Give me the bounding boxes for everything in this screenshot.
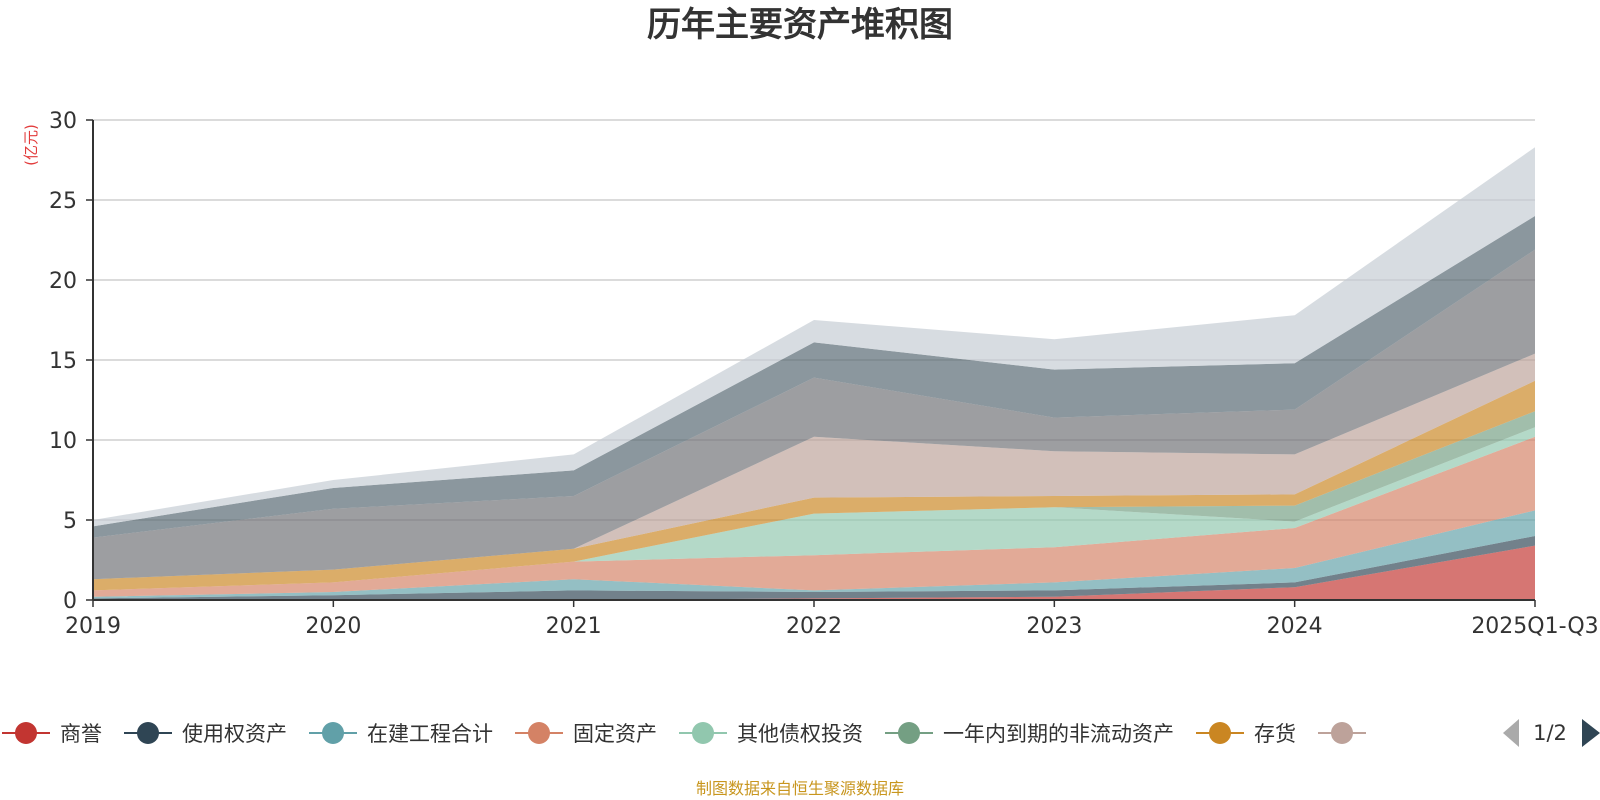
legend-label: 其他债权投资 bbox=[737, 722, 863, 746]
area-series-系列11[interactable] bbox=[93, 147, 1535, 527]
legend-page-indicator: 1/2 bbox=[1533, 721, 1567, 745]
legend-label: 存货 bbox=[1254, 722, 1296, 746]
legend-prev-page-icon[interactable] bbox=[1503, 719, 1519, 747]
legend-item[interactable]: 存货 bbox=[1196, 722, 1296, 746]
y-tick-label: 0 bbox=[63, 589, 77, 614]
area-series-在建工程合计[interactable] bbox=[93, 510, 1535, 599]
legend-label: 在建工程合计 bbox=[367, 722, 493, 746]
y-tick-label: 25 bbox=[49, 189, 77, 214]
data-source-note: 制图数据来自恒生聚源数据库 bbox=[696, 779, 904, 798]
y-tick-label: 30 bbox=[49, 109, 77, 134]
legend-marker-icon bbox=[15, 722, 37, 744]
x-tick-label: 2021 bbox=[546, 614, 602, 639]
x-tick-label: 2023 bbox=[1026, 614, 1082, 639]
y-tick-label: 10 bbox=[49, 429, 77, 454]
legend-item[interactable]: 其他债权投资 bbox=[679, 722, 863, 746]
area-series-商誉[interactable] bbox=[93, 545, 1535, 600]
legend-label: 一年内到期的非流动资产 bbox=[943, 722, 1174, 746]
y-tick-label: 20 bbox=[49, 269, 77, 294]
legend-item[interactable]: 一年内到期的非流动资产 bbox=[885, 722, 1174, 746]
x-tick-label: 2022 bbox=[786, 614, 842, 639]
legend-marker-icon bbox=[1209, 722, 1231, 744]
y-tick-label: 5 bbox=[63, 509, 77, 534]
legend[interactable]: 商誉 使用权资产 在建工程合计 固定资产 其他债权投资 一年内到期的非流动资产 存货 bbox=[2, 722, 1366, 746]
legend-marker-icon bbox=[322, 722, 344, 744]
chart-title: 历年主要资产堆积图 bbox=[647, 5, 953, 45]
legend-item-partial[interactable] bbox=[1318, 722, 1366, 744]
legend-item[interactable]: 商誉 bbox=[2, 722, 102, 746]
legend-item[interactable]: 在建工程合计 bbox=[309, 722, 493, 746]
x-tick-label: 2019 bbox=[65, 614, 121, 639]
legend-marker-icon bbox=[692, 722, 714, 744]
x-tick-label: 2024 bbox=[1267, 614, 1323, 639]
legend-item[interactable]: 固定资产 bbox=[515, 722, 657, 746]
area-series-group bbox=[93, 147, 1535, 600]
area-series-固定资产[interactable] bbox=[93, 436, 1535, 597]
legend-marker-icon bbox=[528, 722, 550, 744]
legend-pager[interactable]: 1/2 bbox=[1503, 719, 1600, 747]
y-axis-unit-label: (亿元) bbox=[22, 124, 40, 166]
area-series-系列9[interactable] bbox=[93, 249, 1535, 580]
legend-label: 固定资产 bbox=[573, 722, 657, 746]
legend-label: 商誉 bbox=[60, 722, 102, 746]
y-tick-label: 15 bbox=[49, 349, 77, 374]
x-axis-ticks: 2019 2020 2021 2022 2023 2024 2025Q1-Q3 bbox=[65, 600, 1599, 639]
area-series-系列8[interactable] bbox=[93, 353, 1535, 580]
y-axis-ticks: 0 5 10 15 20 25 30 bbox=[49, 109, 93, 614]
legend-item[interactable]: 使用权资产 bbox=[124, 722, 287, 746]
legend-next-page-icon[interactable] bbox=[1582, 719, 1600, 747]
legend-marker-icon bbox=[898, 722, 920, 744]
legend-label: 使用权资产 bbox=[182, 722, 287, 746]
legend-marker-icon bbox=[137, 722, 159, 744]
x-tick-label: 2025Q1-Q3 bbox=[1471, 614, 1598, 639]
legend-marker-icon bbox=[1331, 722, 1353, 744]
x-tick-label: 2020 bbox=[305, 614, 361, 639]
area-series-系列10[interactable] bbox=[93, 216, 1535, 538]
